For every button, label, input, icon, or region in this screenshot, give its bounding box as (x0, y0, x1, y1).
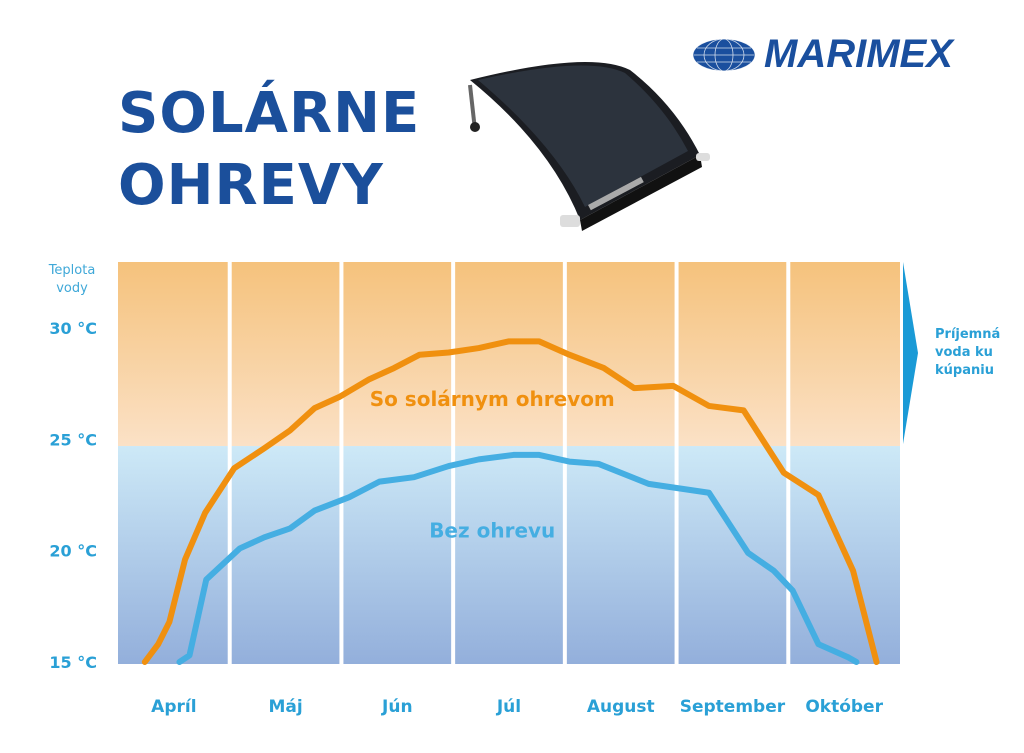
cool-band-5 (678, 446, 787, 664)
marimex-logo: MARIMEX (692, 32, 953, 77)
y-axis-label-line-1: Teplota (48, 263, 96, 278)
cool-band-3 (455, 446, 563, 664)
solar-panel-image (468, 62, 710, 231)
y-tick-label: 30 °C (49, 319, 97, 338)
y-tick-label: 15 °C (49, 653, 97, 672)
cool-band-1 (231, 446, 340, 664)
cool-band-4 (566, 446, 675, 664)
y-tick-label: 20 °C (49, 542, 97, 561)
warm-band-6 (790, 262, 900, 447)
series-label-1: Bez ohrevu (429, 518, 555, 542)
warm-band-1 (231, 262, 340, 447)
note-line-2: voda ku (935, 345, 993, 360)
series-label-0: So solárnym ohrevom (370, 387, 615, 411)
x-tick-label: Júl (496, 697, 521, 717)
series-line-1 (176, 451, 860, 665)
x-tick-label: Máj (268, 697, 302, 717)
title-line-1: SOLÁRNE (118, 81, 421, 146)
note-line-1: Príjemná (935, 327, 1001, 342)
x-tick-label: Apríl (151, 697, 196, 717)
title-line-2: OHREVY (118, 153, 384, 218)
comfort-note: Príjemná voda ku kúpaniu (935, 326, 1000, 380)
x-tick-label: Jún (381, 697, 413, 717)
page-title: SOLÁRNE OHREVY (118, 78, 420, 222)
globe-icon (692, 38, 756, 71)
warm-band-5 (678, 262, 787, 447)
y-axis-label-line-2: vody (56, 281, 88, 296)
note-line-3: kúpaniu (935, 363, 994, 378)
comfort-arrow (903, 262, 918, 444)
x-tick-label: September (680, 697, 786, 717)
brand-name: MARIMEX (764, 32, 953, 76)
warm-band-4 (566, 262, 675, 447)
warm-band-3 (455, 262, 563, 447)
warm-band-0 (118, 262, 228, 447)
x-tick-label: Október (805, 697, 883, 717)
cool-band-0 (118, 446, 228, 664)
x-tick-label: August (587, 697, 655, 717)
y-tick-label: 25 °C (49, 430, 97, 449)
